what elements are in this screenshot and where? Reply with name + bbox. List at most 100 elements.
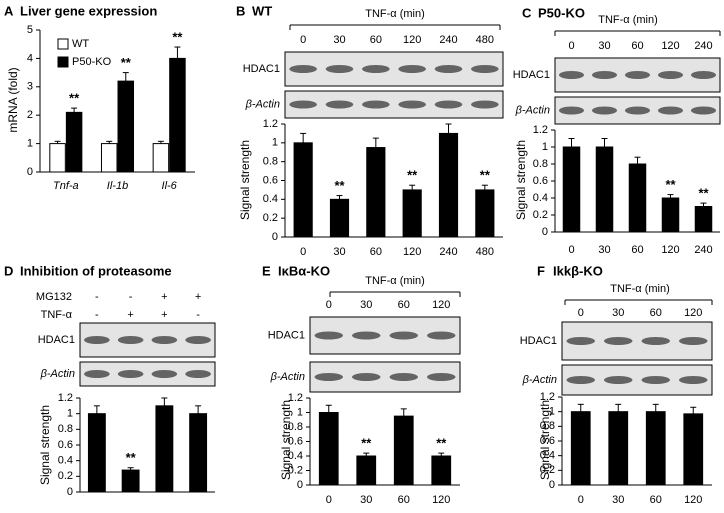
y-tick-label: 0: [549, 479, 555, 491]
x-tick-label: 480: [476, 246, 494, 258]
blot-band: [657, 106, 684, 115]
panel-label: A: [4, 3, 14, 18]
blot-band: [558, 106, 585, 115]
blot-band: [591, 106, 618, 115]
blot-label: β-Actin: [245, 98, 280, 110]
blot-band: [289, 65, 317, 73]
blot-band: [352, 373, 381, 381]
time-label: 0: [326, 299, 332, 311]
bar: [329, 198, 350, 238]
blot-band: [151, 370, 178, 378]
bar: [595, 146, 614, 233]
bar: [661, 197, 680, 233]
header: TNF-α (min): [365, 8, 425, 20]
legend-swatch: [57, 38, 69, 50]
x-tick-label: 30: [598, 244, 610, 256]
bar: [628, 163, 647, 233]
y-axis-label: Signal strength: [238, 140, 252, 220]
bar: [608, 411, 629, 486]
blot-band: [657, 71, 684, 79]
y-tick-label: 1.2: [58, 392, 73, 404]
blot-band: [679, 337, 708, 345]
blot-band: [434, 65, 463, 73]
bar: [117, 80, 135, 173]
panel: D Inhibition of proteasome 0 0.2 0.4 0.6 0.8 1 1…: [4, 263, 216, 498]
y-tick-label: 0: [272, 231, 278, 243]
legend-label: P50-KO: [72, 56, 112, 68]
panel-title: Liver gene expression: [20, 3, 157, 18]
blot-band: [427, 331, 456, 340]
y-tick-label: 1: [542, 141, 548, 153]
time-label: 120: [403, 34, 421, 46]
panel-title: Ikkβ-KO: [553, 263, 603, 278]
condition-mark: -: [95, 291, 99, 303]
x-tick-label: 60: [631, 244, 643, 256]
bar: [121, 469, 140, 493]
blot-band: [314, 373, 343, 381]
significance: **: [436, 436, 447, 451]
x-tick-label: 240: [694, 244, 712, 256]
blot-label: β-Actin: [522, 374, 557, 386]
condition-mark: +: [195, 291, 201, 303]
panel-title: WT: [252, 3, 272, 18]
bar: [155, 405, 174, 493]
panel-label: D: [4, 263, 13, 278]
bar: [100, 143, 118, 173]
blot-band: [314, 331, 343, 340]
blot-band: [604, 337, 633, 345]
y-tick-label: 0.6: [540, 435, 555, 447]
significance: **: [172, 29, 183, 44]
y-tick-label: 4: [27, 52, 33, 64]
blot-band: [185, 336, 211, 344]
blot-band: [84, 370, 110, 378]
blot-band: [434, 100, 463, 109]
bar: [570, 411, 591, 486]
panel-title: P50-KO: [538, 5, 585, 20]
y-tick-label: 0.2: [540, 464, 555, 476]
x-tick-label: 60: [650, 494, 662, 506]
bar: [438, 132, 459, 238]
blot-label: HDAC1: [513, 69, 550, 81]
blot-band: [641, 337, 670, 345]
condition-mark: +: [161, 309, 167, 321]
time-label: 480: [476, 34, 494, 46]
blot-band: [398, 65, 426, 73]
blot-band: [641, 376, 670, 384]
y-tick-label: 0.8: [533, 158, 548, 170]
y-tick-label: 0: [542, 226, 548, 238]
panel-title: IκBα-KO: [278, 263, 330, 278]
time-label: 0: [578, 307, 584, 319]
time-label: 30: [360, 299, 372, 311]
blot-band: [185, 370, 211, 378]
panel-label: E: [262, 263, 271, 278]
y-tick-label: 0.4: [288, 450, 303, 462]
blot-band: [690, 106, 717, 115]
bar: [402, 189, 422, 238]
blot-band: [591, 71, 618, 79]
blot-band: [471, 65, 499, 73]
blot-label: β-Actin: [270, 371, 305, 383]
blot-band: [117, 370, 144, 378]
x-tick-label: Tnf-a: [53, 180, 79, 192]
y-axis-label: Signal strength: [38, 405, 52, 485]
y-tick-label: 0.2: [58, 470, 73, 482]
time-label: 30: [598, 40, 610, 52]
bar: [683, 413, 704, 486]
bar: [293, 142, 313, 238]
y-tick-label: 1.2: [540, 391, 555, 403]
time-label: 60: [650, 307, 662, 319]
y-tick-label: 1: [549, 406, 555, 418]
y-tick-label: 0.2: [533, 209, 548, 221]
bar: [366, 147, 386, 238]
significance: **: [407, 168, 418, 183]
bar: [169, 57, 186, 173]
blot-band: [558, 71, 585, 79]
panel-label: B: [236, 3, 245, 18]
header: TNF-α (min): [598, 14, 658, 26]
time-label: 120: [661, 40, 679, 52]
significance: **: [126, 450, 137, 465]
y-tick-label: 0.8: [58, 423, 73, 435]
time-label: 30: [333, 34, 345, 46]
blot-band: [325, 100, 354, 109]
